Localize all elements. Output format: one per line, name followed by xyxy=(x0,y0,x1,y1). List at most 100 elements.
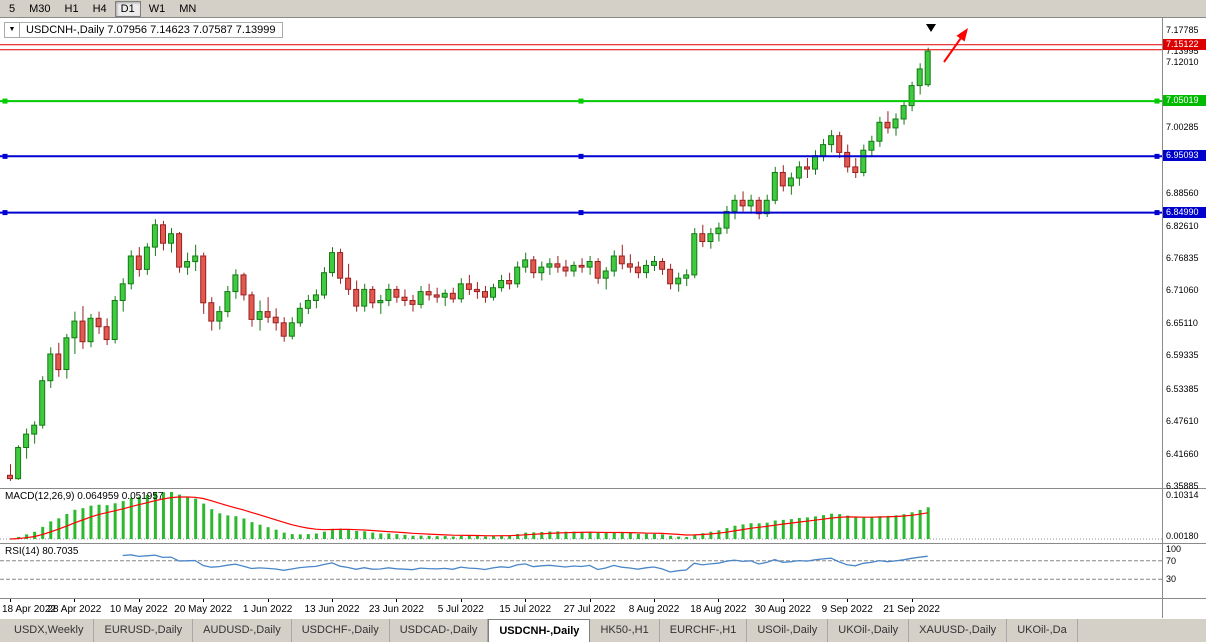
line-selection-handle[interactable] xyxy=(2,98,8,104)
candle-body xyxy=(23,433,30,449)
candle-body xyxy=(7,474,13,480)
price-axis-label: 6.76835 xyxy=(1166,253,1199,263)
line-selection-handle[interactable] xyxy=(578,153,584,159)
date-tick xyxy=(718,599,720,602)
collapse-arrow-icon[interactable]: ▼ xyxy=(5,23,20,37)
price-axis-label: 6.88560 xyxy=(1166,187,1199,198)
trend-arrow-annotation[interactable] xyxy=(943,35,964,63)
tab-usdx-weekly[interactable]: USDX,Weekly xyxy=(4,619,95,642)
date-axis: 18 Apr 2022 28 Apr 2022 10 May 2022 20 May … xyxy=(0,599,1162,618)
candle-body xyxy=(659,261,666,270)
tab-xauusd-daily[interactable]: XAUUSD-,Daily xyxy=(909,619,1008,642)
candle-body xyxy=(804,166,810,170)
date-tick xyxy=(203,599,205,602)
candle-body xyxy=(135,255,142,270)
candle-body xyxy=(820,144,827,157)
chart-tab-bar: USDX,Weekly EURUSD-,Daily AUDUSD-,Daily USD… xyxy=(0,618,1206,642)
candle-body xyxy=(723,210,730,229)
candle-body xyxy=(651,261,657,266)
price-chart-canvas[interactable] xyxy=(0,18,1162,488)
timeframe-button-mn[interactable]: MN xyxy=(173,0,203,17)
candle-body xyxy=(95,317,102,328)
candle-body xyxy=(272,316,279,324)
candle-body xyxy=(111,300,118,340)
date-label: 18 Apr 2022 xyxy=(2,604,56,615)
candle-body xyxy=(87,317,94,343)
candle-body xyxy=(570,264,577,272)
candle-body xyxy=(634,266,641,274)
date-label: 21 Sep 2022 xyxy=(883,604,940,615)
tab-ukoil-daily[interactable]: UKOil-,Daily xyxy=(828,619,910,642)
rsi-axis-label: 70 xyxy=(1166,555,1177,566)
date-label: 23 Jun 2022 xyxy=(368,604,424,615)
date-tick xyxy=(332,599,333,602)
candle-body xyxy=(763,199,770,215)
line-selection-handle[interactable] xyxy=(1154,210,1160,216)
date-label: 8 Aug 2022 xyxy=(628,604,680,615)
ohlc-info-line: USDCNH-,Daily 7.07956 7.14623 7.07587 7.… xyxy=(26,24,276,36)
tab-ukoil-da[interactable]: UKOil-,Da xyxy=(1007,619,1078,642)
price-line-badge: 7.15122 xyxy=(1163,38,1206,50)
timeframe-button-d1[interactable]: D1 xyxy=(114,0,141,17)
candle-body xyxy=(530,259,537,274)
price-line-badge: 6.95093 xyxy=(1163,150,1206,162)
timeframe-button-h4[interactable]: H4 xyxy=(86,0,113,17)
candle-body xyxy=(409,300,416,305)
tab-usdcnh-daily[interactable]: USDCNH-,Daily xyxy=(488,619,591,642)
line-selection-handle[interactable] xyxy=(1154,98,1160,104)
candle-body xyxy=(739,199,746,207)
tab-eurusd-daily[interactable]: EURUSD-,Daily xyxy=(94,619,194,642)
tab-eurchf-h1[interactable]: EURCHF-,H1 xyxy=(660,619,748,642)
line-selection-handle[interactable] xyxy=(578,98,584,104)
candle-body xyxy=(433,294,440,298)
tab-audusd-daily[interactable]: AUDUSD-,Daily xyxy=(193,619,292,642)
tab-usdchf-daily[interactable]: USDCHF-,Daily xyxy=(292,619,390,642)
candle-body xyxy=(200,255,207,304)
rsi-indicator-panel[interactable] xyxy=(0,543,1162,598)
candle-body xyxy=(79,320,86,343)
timeframe-button-w1[interactable]: W1 xyxy=(142,0,172,17)
price-axis-separator xyxy=(1162,18,1163,618)
date-label: 1 Jun 2022 xyxy=(242,604,293,615)
candle-body xyxy=(755,199,762,215)
candle-body xyxy=(369,288,376,304)
candle-body xyxy=(449,292,456,300)
candle-body xyxy=(771,172,778,201)
candle-body xyxy=(731,199,738,212)
candle-body xyxy=(47,353,54,382)
macd-axis-min: 0.00180 xyxy=(1166,531,1199,541)
candle-body xyxy=(562,266,569,272)
candle-body xyxy=(216,311,223,322)
date-label: 30 Aug 2022 xyxy=(754,604,811,615)
line-selection-handle[interactable] xyxy=(2,153,8,159)
candle-body xyxy=(812,155,818,170)
tab-hk50-h1[interactable]: HK50-,H1 xyxy=(590,619,660,642)
price-axis-label: 6.65110 xyxy=(1166,318,1198,329)
line-selection-handle[interactable] xyxy=(1154,153,1160,159)
timeframe-button-5[interactable]: 5 xyxy=(3,0,22,17)
price-axis-label: 6.35885 xyxy=(1166,481,1199,491)
tab-usoil-daily[interactable]: USOil-,Daily xyxy=(747,619,829,642)
candle-body xyxy=(240,274,247,296)
candle-body xyxy=(900,105,907,120)
line-selection-handle[interactable] xyxy=(578,210,584,216)
candle-body xyxy=(353,288,360,307)
date-tick xyxy=(10,599,11,602)
tab-usdcad-daily[interactable]: USDCAD-,Daily xyxy=(390,619,489,642)
timeframe-button-m30[interactable]: M30 xyxy=(23,0,57,17)
trend-arrow-head[interactable] xyxy=(956,28,968,42)
date-label: 5 Jul 2022 xyxy=(437,604,484,615)
macd-indicator-panel[interactable] xyxy=(0,488,1162,543)
candle-body xyxy=(667,268,674,285)
price-line-badge: 6.84990 xyxy=(1163,206,1206,218)
date-label: 28 Apr 2022 xyxy=(47,604,102,615)
candle-body xyxy=(699,233,706,242)
chart-window: ▼ USDCNH-,Daily 7.07956 7.14623 7.07587 … xyxy=(0,18,1206,618)
date-tick xyxy=(847,599,849,602)
candle-body xyxy=(844,151,851,168)
macd-signal-line xyxy=(9,496,928,540)
line-selection-handle[interactable] xyxy=(2,210,8,216)
candle-body xyxy=(498,280,505,289)
timeframe-button-h1[interactable]: H1 xyxy=(58,0,85,17)
date-tick xyxy=(396,599,398,602)
